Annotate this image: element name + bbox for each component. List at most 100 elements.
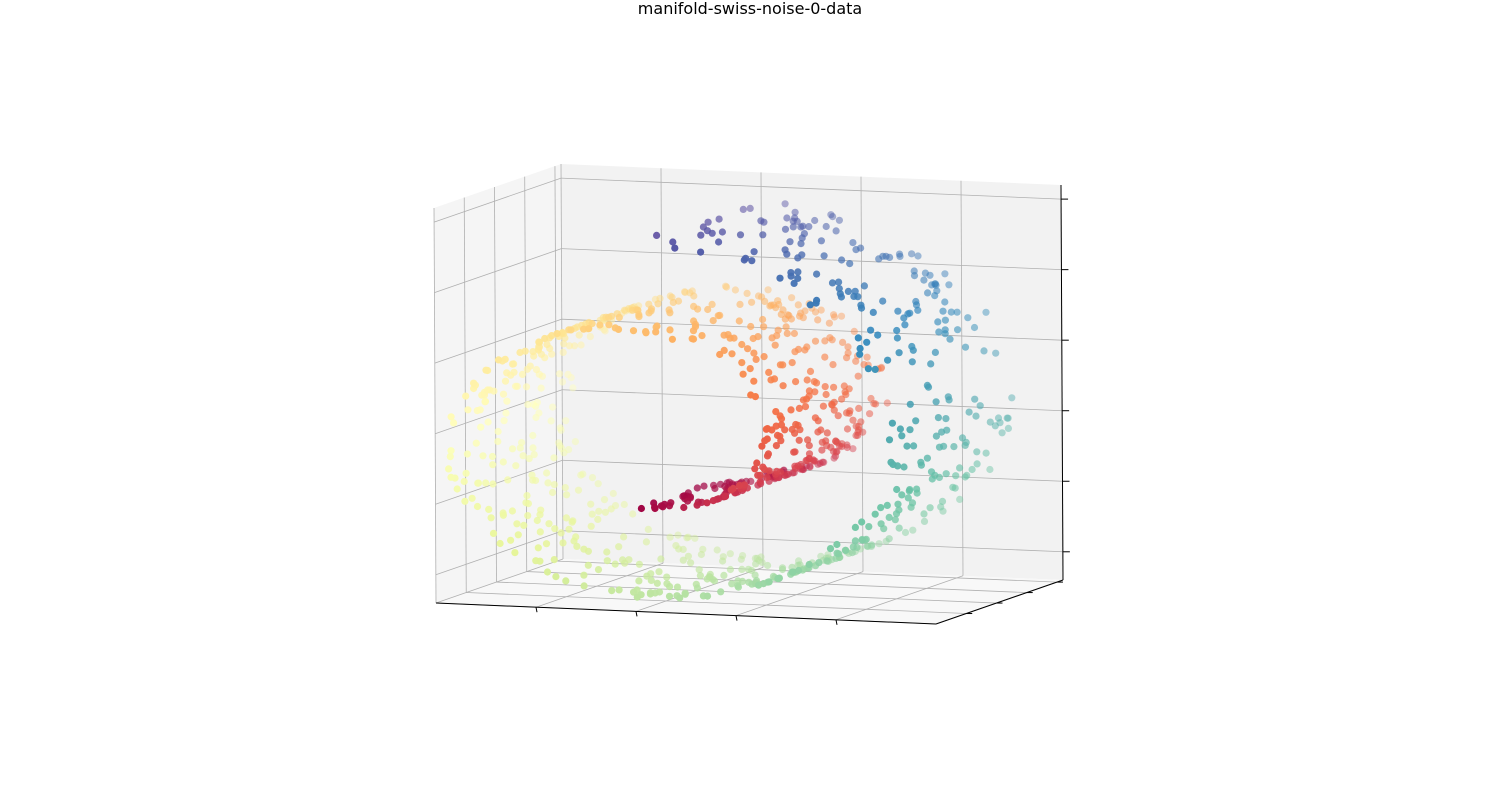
data-point <box>956 464 964 472</box>
data-point <box>805 387 814 395</box>
data-point <box>937 503 945 511</box>
grid-line-y-floor <box>526 571 1027 593</box>
data-point <box>787 272 795 280</box>
data-point <box>570 537 578 545</box>
data-point <box>462 469 470 477</box>
grid-line-z-left <box>434 248 562 294</box>
data-point <box>941 270 949 278</box>
data-point <box>671 244 679 252</box>
x-axis-tick <box>535 607 538 613</box>
data-point <box>887 458 895 466</box>
data-point <box>986 418 994 426</box>
data-point <box>570 342 579 350</box>
data-point <box>665 502 674 510</box>
data-point <box>761 437 769 445</box>
data-point <box>863 353 871 361</box>
data-point <box>792 420 800 429</box>
data-point <box>564 370 572 378</box>
data-point <box>895 506 903 514</box>
data-point <box>596 321 604 329</box>
data-point <box>783 329 791 338</box>
data-point <box>819 458 827 466</box>
data-point <box>651 504 659 513</box>
data-point <box>789 223 797 231</box>
data-point <box>747 391 755 399</box>
data-point <box>786 238 794 246</box>
data-point <box>954 326 962 334</box>
data-point <box>840 382 848 390</box>
data-point <box>522 383 531 391</box>
data-point <box>843 425 852 433</box>
data-point <box>920 517 929 526</box>
data-point <box>684 533 692 541</box>
data-point <box>529 400 537 409</box>
grid-line-z-left <box>435 530 563 576</box>
data-point <box>727 486 735 494</box>
data-point <box>828 279 837 287</box>
data-point <box>938 497 947 505</box>
data-point <box>935 328 943 336</box>
data-point <box>575 331 583 339</box>
data-point <box>693 484 701 492</box>
data-point <box>450 419 458 427</box>
data-point <box>982 449 990 457</box>
grid-line-x-back <box>560 163 564 560</box>
data-point <box>817 306 825 314</box>
data-point <box>750 377 758 385</box>
data-point <box>848 549 856 557</box>
data-point <box>791 462 799 470</box>
data-point <box>750 349 758 357</box>
grid-line-y-left <box>433 207 437 604</box>
data-point <box>805 560 813 569</box>
data-point <box>737 555 745 563</box>
data-point <box>973 460 981 468</box>
data-point <box>666 583 674 591</box>
data-point <box>654 300 662 308</box>
data-point <box>601 508 610 516</box>
data-point <box>611 560 619 568</box>
data-point <box>710 577 719 585</box>
data-point <box>722 282 730 290</box>
data-point <box>533 516 541 525</box>
data-point <box>900 314 908 322</box>
data-point <box>503 397 511 405</box>
data-point <box>798 234 806 242</box>
axis-ticks <box>535 198 1070 625</box>
data-point <box>952 472 960 480</box>
data-point <box>947 308 955 316</box>
data-point <box>587 500 595 508</box>
data-point <box>926 504 934 512</box>
data-point <box>629 327 638 335</box>
data-point <box>772 442 781 450</box>
data-point <box>585 325 593 333</box>
data-point <box>814 428 822 436</box>
data-point <box>473 407 481 415</box>
data-point <box>894 307 902 315</box>
data-point <box>516 444 524 452</box>
data-point <box>708 300 716 308</box>
data-point <box>580 545 588 553</box>
data-point <box>796 312 804 320</box>
data-point <box>594 566 603 574</box>
data-point <box>689 327 698 335</box>
data-point <box>529 444 537 452</box>
data-point <box>603 557 611 565</box>
data-point <box>802 456 810 465</box>
data-point <box>871 510 879 518</box>
data-point <box>717 588 725 596</box>
data-point <box>797 240 805 248</box>
data-point <box>773 431 782 439</box>
data-point <box>844 343 852 351</box>
pane-floor <box>436 559 1063 624</box>
data-point <box>830 383 838 391</box>
data-point <box>668 335 677 343</box>
data-point <box>615 586 623 594</box>
data-point <box>910 442 918 450</box>
data-point <box>563 491 571 499</box>
data-point <box>1003 414 1011 422</box>
data-point <box>565 342 574 350</box>
data-point <box>776 274 784 282</box>
data-point <box>614 325 623 333</box>
data-point <box>931 348 940 356</box>
